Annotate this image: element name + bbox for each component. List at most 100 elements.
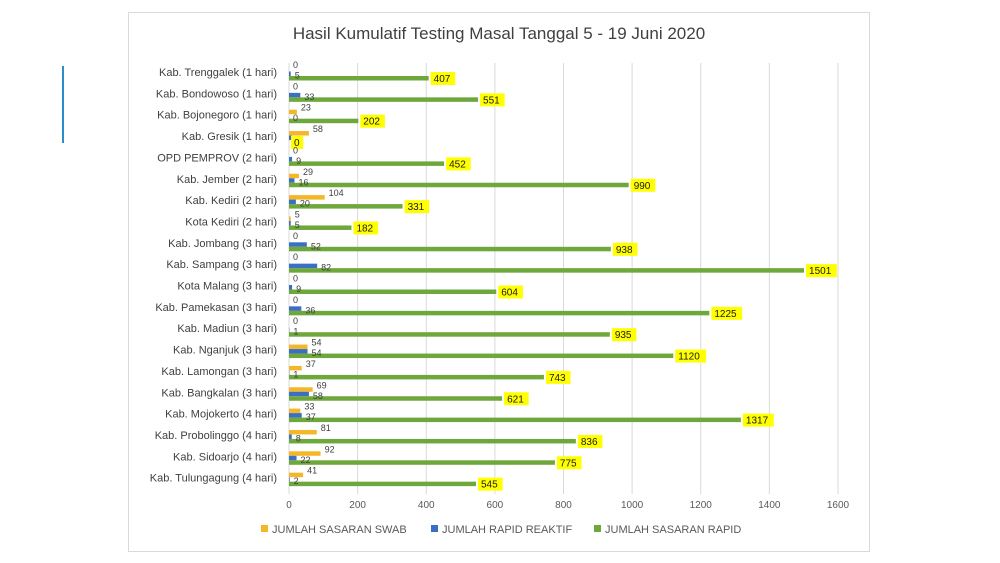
value-label-box bbox=[806, 264, 837, 278]
value-label: 8 bbox=[296, 433, 301, 443]
value-label: 1 bbox=[293, 327, 298, 337]
bar-sasaran-rapid bbox=[289, 97, 479, 102]
bar-sasaran-rapid bbox=[289, 225, 352, 230]
category-label: OPD PEMPROV (2 hari) bbox=[157, 152, 277, 164]
bar-rapid-reaktif bbox=[289, 391, 309, 397]
value-label: 5 bbox=[295, 71, 300, 81]
value-label: 37 bbox=[306, 412, 316, 422]
bar-swab bbox=[289, 365, 302, 371]
value-label-box bbox=[545, 370, 571, 384]
x-tick-label-800: 800 bbox=[555, 500, 572, 511]
value-label: 407 bbox=[434, 74, 451, 85]
bar-swab bbox=[289, 131, 309, 136]
legend-swatch bbox=[261, 525, 268, 532]
category-label: Kab. Bangkalan (3 hari) bbox=[161, 387, 277, 399]
value-label-box bbox=[711, 306, 743, 320]
bar-sasaran-rapid bbox=[289, 374, 544, 380]
bars bbox=[289, 71, 805, 487]
bar-swab bbox=[289, 408, 301, 414]
value-label: 82 bbox=[321, 263, 331, 273]
value-label: 0 bbox=[293, 60, 298, 70]
value-label: 58 bbox=[313, 124, 323, 134]
x-tick-label-0: 0 bbox=[286, 500, 292, 511]
value-label-box bbox=[404, 200, 430, 214]
bar-sasaran-rapid bbox=[289, 246, 611, 252]
bar-swab bbox=[289, 216, 291, 221]
value-label: 1225 bbox=[714, 309, 737, 320]
bar-swab bbox=[289, 344, 308, 350]
value-label: 5 bbox=[295, 220, 300, 230]
value-label: 23 bbox=[301, 103, 311, 113]
category-label: Kab. Nganjuk (3 hari) bbox=[173, 345, 277, 357]
value-label: 58 bbox=[313, 391, 323, 401]
bar-sasaran-rapid bbox=[289, 161, 445, 166]
bar-sasaran-rapid bbox=[289, 310, 710, 316]
category-label: Kab. Madiun (3 hari) bbox=[177, 323, 277, 335]
value-label: 41 bbox=[307, 466, 317, 476]
bar-rapid-reaktif bbox=[289, 455, 297, 461]
legend-swatch bbox=[594, 525, 601, 532]
value-label: 69 bbox=[317, 380, 327, 390]
value-label: 452 bbox=[449, 159, 466, 170]
value-label: 935 bbox=[615, 330, 632, 341]
category-label: Kab. Bondowoso (1 hari) bbox=[156, 88, 277, 100]
value-label: 33 bbox=[304, 402, 314, 412]
bar-swab bbox=[289, 173, 299, 179]
value-label: 9 bbox=[296, 284, 301, 294]
x-tick-label-1600: 1600 bbox=[827, 500, 850, 511]
value-label: 0 bbox=[293, 145, 298, 155]
category-label: Kab. Mojokerto (4 hari) bbox=[165, 409, 277, 421]
value-label: 16 bbox=[298, 177, 308, 187]
value-label: 5 bbox=[295, 209, 300, 219]
bar-sasaran-rapid bbox=[289, 332, 610, 337]
category-label: Kab. Pamekasan (3 hari) bbox=[155, 302, 277, 314]
value-label: 1 bbox=[293, 369, 298, 379]
bar-rapid-reaktif bbox=[289, 135, 292, 141]
bar-sasaran-rapid bbox=[289, 289, 497, 294]
bar-swab bbox=[289, 451, 321, 456]
value-label-box bbox=[742, 413, 774, 427]
value-label: 182 bbox=[356, 223, 373, 234]
value-label-box bbox=[577, 434, 603, 448]
value-label: 938 bbox=[616, 245, 633, 256]
value-label: 604 bbox=[501, 288, 518, 299]
legend-label: JUMLAH SASARAN RAPID bbox=[605, 524, 741, 536]
chart-title: Hasil Kumulatif Testing Masal Tanggal 5 … bbox=[293, 24, 705, 43]
value-label: 0 bbox=[293, 81, 298, 91]
bar-rapid-reaktif bbox=[289, 92, 301, 98]
bar-sasaran-rapid bbox=[289, 182, 629, 188]
value-label: 0 bbox=[294, 138, 300, 149]
value-label-box bbox=[556, 456, 582, 470]
bar-sasaran-rapid bbox=[289, 396, 503, 401]
category-labels: Kab. Trenggalek (1 hari) Kab. Bondowoso (… bbox=[150, 67, 277, 485]
value-label: 2 bbox=[294, 476, 299, 486]
x-tick-labels: 0 200 400 600 800 1000 1200 1400 1600 bbox=[286, 500, 849, 511]
bar-rapid-reaktif bbox=[289, 434, 292, 439]
category-label: Kab. Lamongan (3 hari) bbox=[161, 366, 277, 378]
value-label: 0 bbox=[293, 113, 298, 123]
value-label: 621 bbox=[507, 394, 524, 405]
legend: JUMLAH SASARAN SWAB JUMLAH RAPID REAKTIF J… bbox=[261, 524, 741, 536]
value-label-box bbox=[360, 114, 385, 128]
value-label: 331 bbox=[408, 202, 425, 213]
value-labels: 0540703355123020258800945229169901042033… bbox=[291, 60, 837, 491]
value-label: 92 bbox=[325, 444, 335, 454]
legend-label: JUMLAH RAPID REAKTIF bbox=[442, 524, 572, 536]
value-label: 22 bbox=[301, 455, 311, 465]
bar-rapid-reaktif bbox=[289, 349, 308, 354]
bar-sasaran-rapid bbox=[289, 268, 805, 273]
bar-sasaran-rapid bbox=[289, 438, 576, 444]
value-label-box bbox=[611, 328, 637, 342]
value-label: 836 bbox=[581, 437, 598, 448]
value-label: 54 bbox=[312, 348, 322, 358]
bar-swab bbox=[289, 195, 325, 200]
value-label-box bbox=[498, 285, 523, 299]
value-label-box bbox=[478, 477, 503, 491]
value-label: 54 bbox=[312, 338, 322, 348]
value-label: 743 bbox=[549, 373, 566, 384]
bar-sasaran-rapid bbox=[289, 353, 674, 359]
value-label: 551 bbox=[483, 95, 500, 106]
value-label: 36 bbox=[305, 305, 315, 315]
bar-sasaran-rapid bbox=[289, 460, 555, 465]
legend-label: JUMLAH SASARAN SWAB bbox=[272, 524, 407, 536]
